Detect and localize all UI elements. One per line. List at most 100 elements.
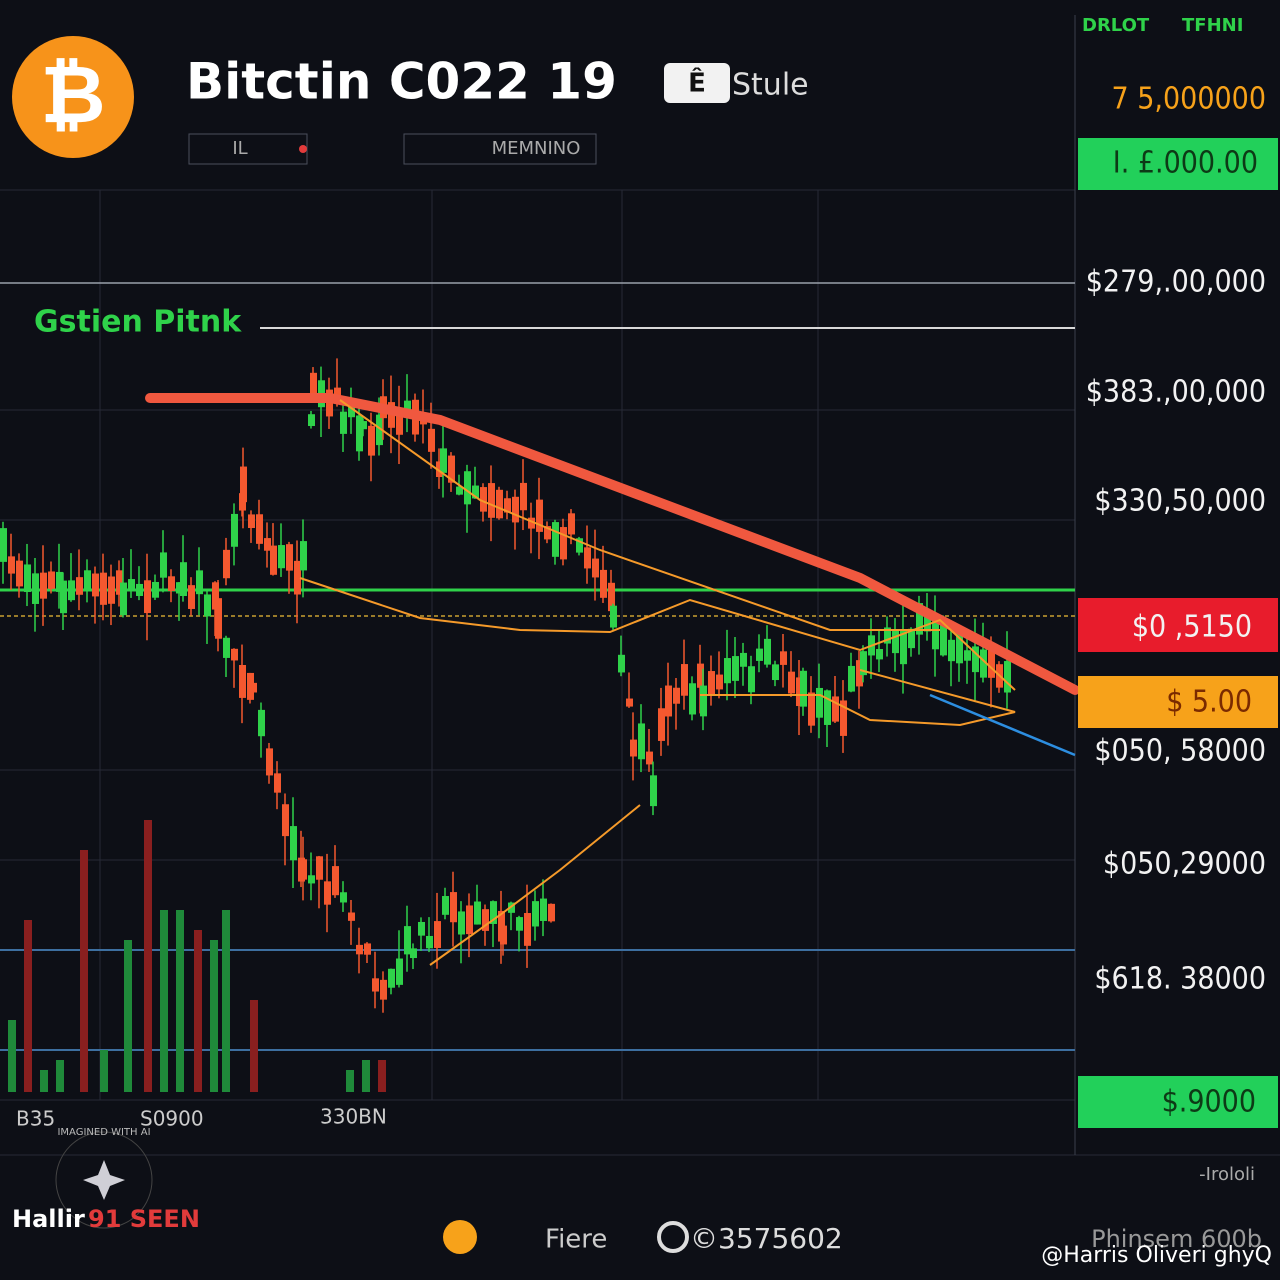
candle-body xyxy=(116,570,123,595)
candle-body xyxy=(466,905,473,935)
candle-body xyxy=(404,926,411,955)
candle-body xyxy=(532,901,539,927)
bitcoin-logo xyxy=(12,36,134,158)
candle-body xyxy=(264,538,271,551)
candle-body xyxy=(732,656,739,681)
candle-body xyxy=(800,670,807,707)
candle-body xyxy=(681,664,688,696)
candle-body xyxy=(508,902,515,913)
candle-body xyxy=(892,630,899,654)
candle-body xyxy=(650,775,657,807)
candle-body xyxy=(212,582,219,610)
candle-body xyxy=(472,485,479,499)
candle-body xyxy=(900,629,907,665)
candle-body xyxy=(239,664,246,698)
x-label: 330BN xyxy=(320,1105,387,1129)
candle-body xyxy=(294,560,301,595)
brand: Hallir xyxy=(12,1205,85,1233)
trend-line xyxy=(929,693,1076,757)
volume-bar xyxy=(40,1070,48,1092)
price-label: 7 5,000000 xyxy=(1112,82,1266,117)
price-label: $383.,00,000 xyxy=(1086,375,1266,410)
candle-body xyxy=(448,455,455,483)
candle-body xyxy=(708,671,715,695)
volume-bar xyxy=(346,1070,354,1092)
candle-body xyxy=(308,414,315,427)
candle-body xyxy=(816,687,823,718)
candle-body xyxy=(840,700,847,736)
candle-body xyxy=(8,556,15,574)
candle-body xyxy=(618,654,625,673)
candle-body xyxy=(610,605,617,628)
volume-bar xyxy=(124,940,132,1092)
candle-body xyxy=(638,723,645,760)
candle-body xyxy=(68,580,75,601)
price-box xyxy=(1078,138,1278,190)
candle-body xyxy=(500,925,507,945)
candle-body xyxy=(860,651,867,676)
footer-icon[interactable] xyxy=(443,1220,477,1254)
top-right-label: DRLOT xyxy=(1082,15,1150,36)
candle-body xyxy=(528,517,535,529)
badge-box xyxy=(664,63,730,103)
candle-body xyxy=(488,483,495,518)
footer-icon xyxy=(657,1221,689,1253)
footer-tab[interactable]: Fiere xyxy=(545,1225,607,1255)
candle-body xyxy=(258,709,265,737)
candle-body xyxy=(824,690,831,725)
candle-body xyxy=(396,958,403,985)
candle-body xyxy=(286,544,293,571)
volume-bar xyxy=(24,920,32,1092)
candle-body xyxy=(592,558,599,578)
candle-body xyxy=(24,564,31,593)
candle-body xyxy=(152,581,159,598)
candle-body xyxy=(274,773,281,793)
candle-body xyxy=(576,538,583,553)
candle-body xyxy=(215,598,222,620)
tab-dot xyxy=(299,145,307,153)
candle-body xyxy=(600,569,607,598)
candle-body xyxy=(848,665,855,692)
candle-body xyxy=(932,620,939,650)
tab[interactable] xyxy=(403,133,597,165)
candle-body xyxy=(788,671,795,694)
candle-body xyxy=(240,466,247,503)
moving-average xyxy=(339,399,940,631)
candle-body xyxy=(418,921,425,936)
trend-line xyxy=(145,393,1080,695)
candle-body xyxy=(404,400,411,411)
candle-body xyxy=(568,513,575,535)
candle-body xyxy=(440,448,447,473)
price-label: $ 5.00 xyxy=(1166,685,1252,720)
candles xyxy=(0,358,1011,1092)
candle-body xyxy=(504,498,511,513)
candle-body xyxy=(988,650,995,678)
candle-body xyxy=(248,514,255,529)
candle-body xyxy=(368,425,375,456)
title: Bitctin C022 19 xyxy=(186,53,617,111)
candle-body xyxy=(450,892,457,923)
candle-body xyxy=(908,628,915,649)
watermark-ring xyxy=(55,1131,153,1229)
candle-body xyxy=(700,685,707,717)
candle-body xyxy=(223,549,230,579)
candle-body xyxy=(552,522,559,557)
candle-body xyxy=(512,496,519,523)
grid xyxy=(0,15,1280,1156)
candle-body xyxy=(560,527,567,560)
price-label: $618. 38000 xyxy=(1094,962,1266,997)
candle-body xyxy=(196,570,203,595)
candle-body xyxy=(428,428,435,452)
candle-body xyxy=(689,683,696,715)
candle-body xyxy=(426,935,433,949)
volume-bar xyxy=(8,1020,16,1092)
candle-body xyxy=(665,685,672,717)
price-box xyxy=(1078,1076,1278,1128)
candle-body xyxy=(490,901,497,924)
tab-label: MEMNINO xyxy=(492,138,581,159)
volume-bar xyxy=(210,940,218,1092)
candle-body xyxy=(697,663,704,688)
candle-body xyxy=(340,892,347,903)
candle-body xyxy=(310,372,317,398)
